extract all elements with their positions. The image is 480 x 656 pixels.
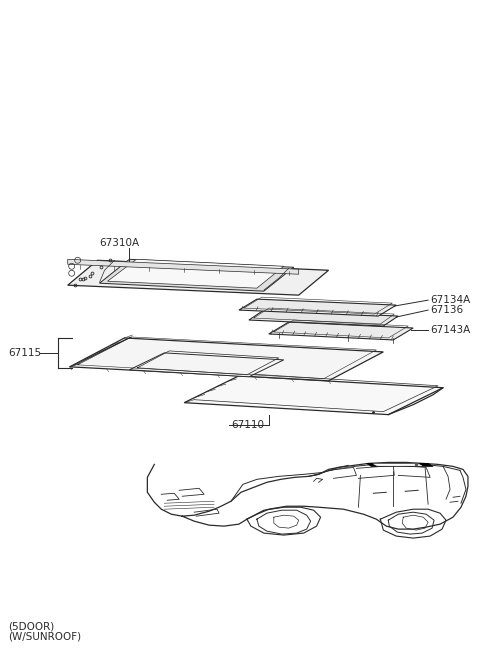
Polygon shape: [130, 353, 284, 377]
Polygon shape: [108, 259, 284, 288]
Polygon shape: [239, 299, 396, 316]
Polygon shape: [99, 259, 294, 291]
Text: (W/SUNROOF): (W/SUNROOF): [8, 632, 81, 642]
Polygon shape: [68, 259, 299, 274]
Text: 67115: 67115: [8, 348, 41, 358]
Text: 67110: 67110: [231, 420, 264, 430]
Text: 67136: 67136: [430, 305, 463, 315]
Polygon shape: [184, 376, 443, 415]
Polygon shape: [70, 338, 384, 380]
Polygon shape: [366, 463, 433, 466]
Text: 67310A: 67310A: [99, 238, 140, 249]
Polygon shape: [70, 337, 132, 367]
Text: 67134A: 67134A: [430, 295, 470, 305]
Polygon shape: [269, 322, 413, 340]
Text: (5DOOR): (5DOOR): [8, 622, 54, 632]
Text: 67143A: 67143A: [430, 325, 470, 335]
Polygon shape: [249, 310, 398, 326]
Polygon shape: [68, 260, 329, 295]
Polygon shape: [373, 464, 422, 466]
